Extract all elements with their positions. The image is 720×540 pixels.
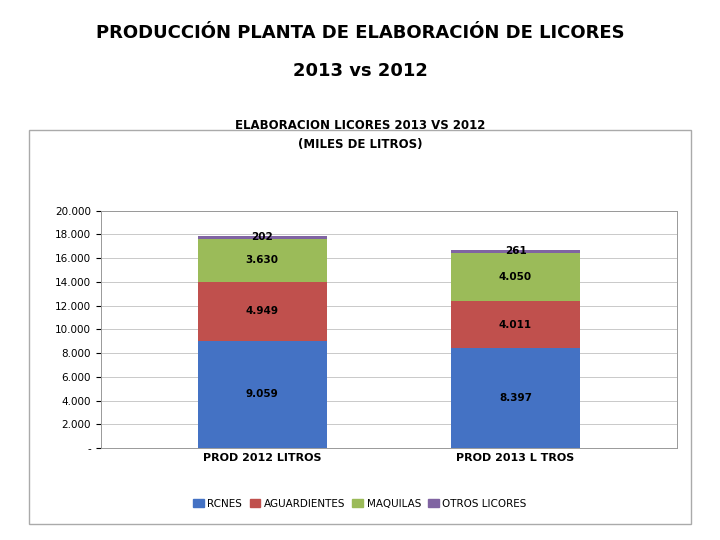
- Bar: [451, 249, 580, 253]
- Legend: RCNES, AGUARDIENTES, MAQUILAS, OTROS LICORES: RCNES, AGUARDIENTES, MAQUILAS, OTROS LIC…: [189, 495, 531, 513]
- Text: 261: 261: [505, 246, 526, 256]
- Bar: [451, 253, 580, 301]
- Text: 2013 vs 2012: 2013 vs 2012: [292, 62, 428, 80]
- Text: 4.011: 4.011: [499, 320, 532, 329]
- Bar: [451, 301, 580, 348]
- Bar: [197, 341, 327, 448]
- Bar: [197, 239, 327, 282]
- Bar: [197, 282, 327, 341]
- Text: 4.050: 4.050: [499, 272, 532, 282]
- Text: 4.949: 4.949: [246, 306, 279, 316]
- Text: (MILES DE LITROS): (MILES DE LITROS): [298, 138, 422, 151]
- Bar: [451, 348, 580, 448]
- Text: ELABORACION LICORES 2013 VS 2012: ELABORACION LICORES 2013 VS 2012: [235, 119, 485, 132]
- Text: 3.630: 3.630: [246, 255, 279, 265]
- Text: PRODUCCIÓN PLANTA DE ELABORACIÓN DE LICORES: PRODUCCIÓN PLANTA DE ELABORACIÓN DE LICO…: [96, 24, 624, 42]
- Bar: [197, 237, 327, 239]
- Text: 202: 202: [251, 232, 273, 242]
- Text: 8.397: 8.397: [499, 393, 532, 403]
- Text: 9.059: 9.059: [246, 389, 279, 400]
